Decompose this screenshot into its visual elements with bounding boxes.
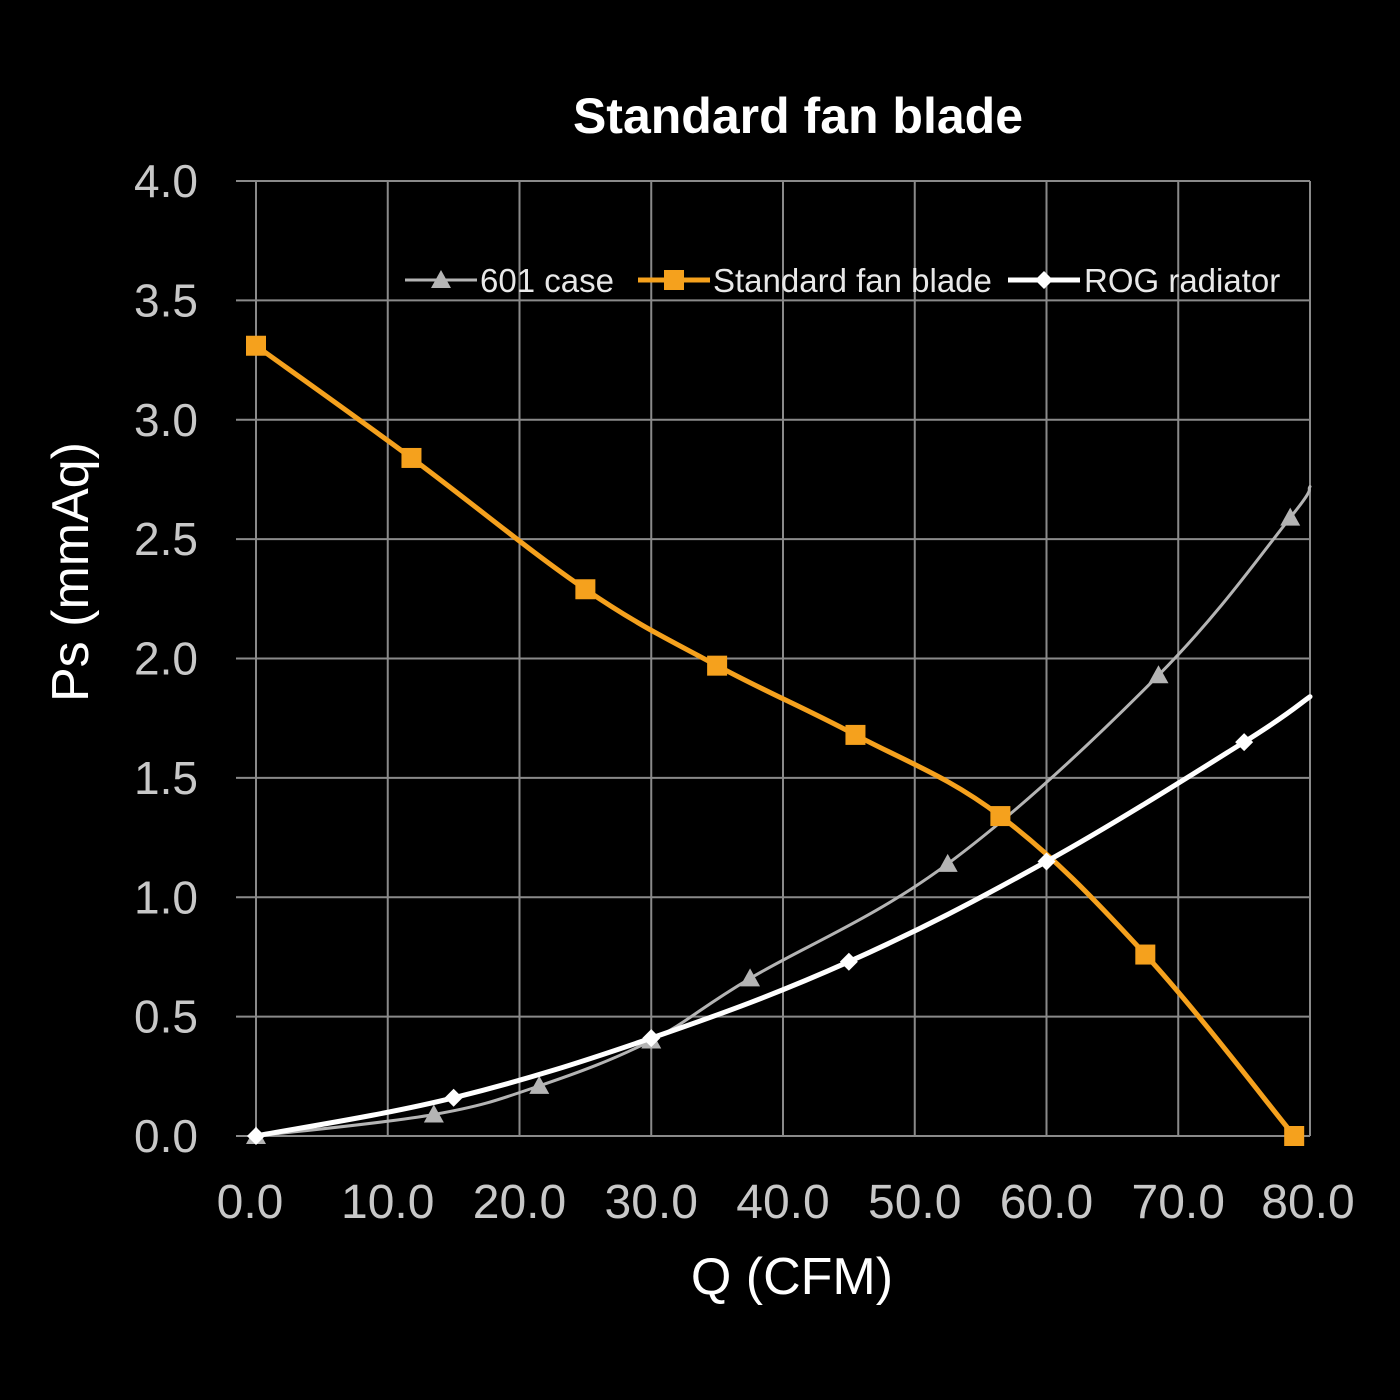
series-line <box>254 485 1312 1138</box>
y-tick-label: 2.0 <box>134 633 198 685</box>
legend-item-1: Standard fan blade <box>638 262 992 299</box>
data-point-marker <box>444 1088 463 1107</box>
series-1 <box>246 335 1305 1146</box>
legend-label: Standard fan blade <box>713 262 992 299</box>
y-tick-label: 0.5 <box>134 991 198 1043</box>
series-2 <box>247 694 1313 1145</box>
legend-item-2: ROG radiator <box>1008 262 1280 299</box>
data-point-marker <box>839 952 858 971</box>
y-tick-label: 3.0 <box>134 394 198 446</box>
data-point-marker <box>529 1075 550 1094</box>
legend-marker <box>664 270 684 290</box>
y-tick-label: 4.0 <box>134 155 198 207</box>
data-point-marker <box>401 447 422 468</box>
data-point-marker <box>1148 665 1169 684</box>
series-layer <box>246 335 1313 1146</box>
data-point-marker <box>247 1127 265 1145</box>
legend-item-0: 601 case <box>405 262 614 299</box>
x-tick-label: 50.0 <box>868 1176 961 1229</box>
legend-marker <box>431 270 451 288</box>
data-point-marker <box>642 1029 661 1048</box>
x-tick-label: 10.0 <box>341 1176 434 1229</box>
data-point-marker <box>1284 1126 1305 1146</box>
y-tick-label: 3.5 <box>134 274 198 326</box>
y-tick-label: 1.5 <box>134 752 198 804</box>
data-point-marker <box>1235 733 1254 752</box>
x-tick-label: 20.0 <box>473 1176 566 1229</box>
data-point-marker <box>740 968 761 987</box>
data-point-marker <box>246 335 266 356</box>
data-point-marker <box>1037 852 1056 871</box>
x-tick-label: 80.0 <box>1261 1176 1354 1229</box>
chart-title: Standard fan blade <box>573 88 1023 144</box>
data-point-marker <box>423 1104 444 1123</box>
y-axis-label: Ps (mmAq) <box>42 442 100 702</box>
data-point-marker <box>937 853 958 872</box>
series-0 <box>246 485 1312 1144</box>
data-point-marker <box>1280 507 1301 526</box>
y-tick-labels: 0.0 0.5 1.0 1.5 2.0 2.5 3.0 3.5 4.0 <box>134 155 198 1162</box>
legend-label: 601 case <box>480 262 614 299</box>
x-tick-label: 0.0 <box>217 1176 284 1229</box>
data-point-marker <box>1135 944 1156 965</box>
data-point-marker <box>845 724 866 745</box>
y-tick-label: 0.0 <box>134 1110 198 1162</box>
y-tick-label: 2.5 <box>134 513 198 565</box>
data-point-marker <box>707 655 728 676</box>
y-tick-label: 1.0 <box>134 871 198 923</box>
legend-label: ROG radiator <box>1084 262 1280 299</box>
data-point-marker <box>990 806 1011 827</box>
x-tick-label: 70.0 <box>1132 1176 1225 1229</box>
legend-marker <box>1035 271 1053 289</box>
x-tick-label: 60.0 <box>1000 1176 1093 1229</box>
x-axis-label: Q (CFM) <box>691 1248 893 1306</box>
x-tick-labels: 0.0 10.0 20.0 30.0 40.0 50.0 60.0 70.0 80.0 <box>217 1176 1355 1229</box>
data-point-marker <box>575 579 596 600</box>
grid <box>236 180 1311 1137</box>
x-tick-label: 40.0 <box>736 1176 829 1229</box>
x-tick-label: 30.0 <box>605 1176 698 1229</box>
legend: 601 case Standard fan blade ROG radiator <box>405 262 1280 299</box>
